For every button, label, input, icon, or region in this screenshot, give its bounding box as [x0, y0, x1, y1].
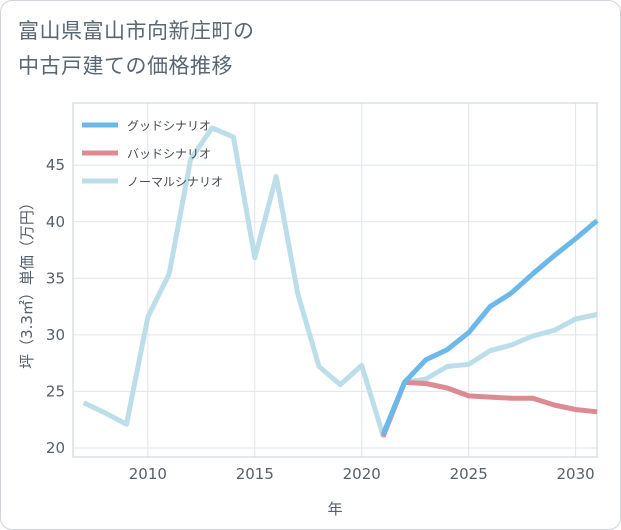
legend-label-0: グッドシナリオ [127, 119, 211, 133]
legend-label-1: バッドシナリオ [127, 147, 211, 161]
y-tick-label: 25 [46, 382, 65, 400]
legend-label-2: ノーマルシナリオ [127, 175, 223, 189]
series-line-0 [380, 218, 599, 436]
series-line-1 [380, 379, 598, 438]
x-tick-label: 2025 [450, 465, 488, 483]
x-axis-label: 年 [327, 500, 342, 518]
y-tick-label: 30 [46, 326, 65, 344]
y-tick-labels: 20 25 30 35 40 45 [46, 156, 65, 457]
y-tick-label: 35 [46, 269, 65, 287]
y-tick-label: 40 [46, 213, 65, 231]
series-line-2 [82, 125, 598, 438]
series-layer [82, 125, 599, 438]
y-tick-label: 45 [46, 156, 65, 174]
x-tick-label: 2020 [343, 465, 381, 483]
y-tick-label: 20 [46, 439, 65, 457]
x-tick-label: 2015 [236, 465, 274, 483]
y-axis-label: 坪（3.3㎡）単価（万円） [18, 195, 36, 369]
plot-area [72, 102, 598, 458]
x-tick-labels: 2010 2015 2020 2025 2030 [129, 465, 595, 483]
x-tick-label: 2030 [557, 465, 595, 483]
x-tick-label: 2010 [129, 465, 167, 483]
page-title: 富山県富山市向新庄町の 中古戸建ての価格推移 [18, 19, 255, 78]
